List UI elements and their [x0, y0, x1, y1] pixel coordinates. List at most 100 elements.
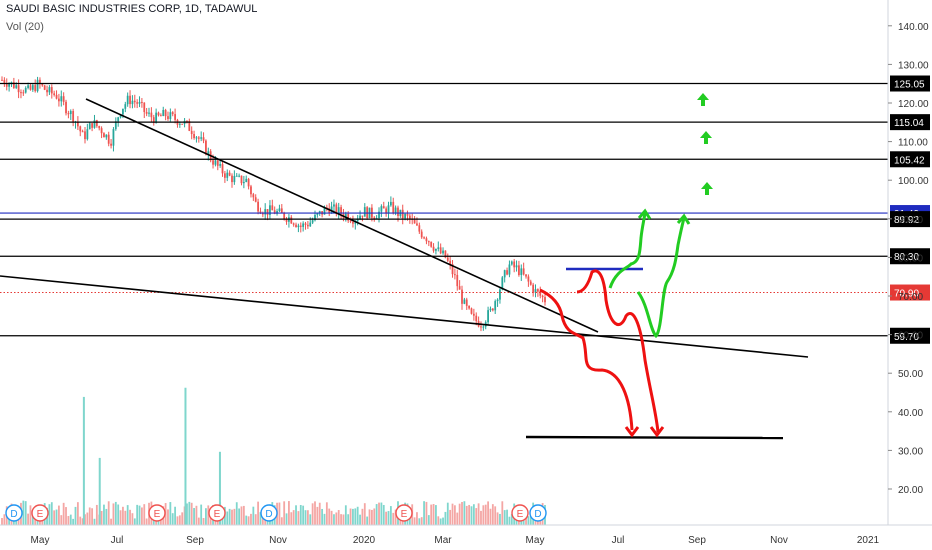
candle-body	[1, 79, 3, 81]
dividend-marker[interactable]	[5, 504, 23, 522]
volume-bar	[487, 501, 489, 525]
candle-body	[67, 113, 70, 115]
volume-indicator-label: Vol (20)	[6, 21, 44, 33]
volume-bar	[27, 513, 29, 525]
volume-bar	[394, 509, 397, 525]
volume-bar	[193, 508, 195, 525]
volume-bar	[58, 505, 60, 525]
candle-body	[254, 197, 257, 202]
volume-bar	[470, 506, 473, 525]
target-support-line[interactable]	[525, 435, 784, 440]
candle-body	[29, 85, 32, 90]
descending-trendline[interactable]	[85, 98, 599, 333]
candle-body	[140, 101, 143, 103]
candle-body	[387, 205, 390, 214]
candle-body	[539, 291, 542, 296]
volume-bar	[133, 518, 136, 525]
time-tick-label: Nov	[269, 535, 287, 546]
candle-body	[352, 221, 354, 224]
time-tick-label: Nov	[770, 535, 788, 546]
candle-body	[242, 181, 245, 184]
candle-body	[401, 209, 404, 219]
price-tick-label: 80.00	[898, 253, 923, 264]
candle-body	[449, 260, 452, 265]
volume-bar	[318, 502, 321, 525]
candle-body	[240, 175, 243, 184]
volume-bar	[371, 509, 373, 525]
candle-body	[416, 223, 418, 226]
volume-bar	[423, 501, 425, 525]
up-arrowhead-icon	[676, 213, 691, 225]
candle-body	[190, 130, 193, 135]
price-level-label: 59.70	[894, 332, 919, 343]
volume-bar	[119, 510, 122, 525]
candle-body	[150, 112, 153, 118]
volume-bar	[235, 502, 238, 525]
candle-body	[442, 250, 444, 254]
volume-bar	[93, 518, 96, 525]
volume-bar	[416, 512, 418, 525]
volume-bar	[292, 510, 295, 525]
candle-body	[311, 220, 314, 223]
dividend-marker[interactable]	[260, 504, 278, 522]
volume-bar	[501, 501, 504, 525]
candle-body	[212, 160, 214, 165]
earnings-marker[interactable]	[31, 504, 49, 522]
candle-body	[465, 299, 468, 306]
dividend-marker[interactable]	[529, 504, 547, 522]
candle-body	[475, 315, 478, 322]
up-arrow-icon	[701, 182, 713, 195]
candle-body	[314, 214, 316, 221]
earnings-marker[interactable]	[395, 504, 413, 522]
volume-bar	[477, 503, 480, 525]
volume-bar	[375, 504, 378, 525]
volume-bar	[138, 505, 141, 525]
price-level-badge	[890, 151, 930, 168]
time-tick-label: Sep	[688, 535, 706, 546]
volume-bar	[169, 502, 172, 525]
candle-body	[520, 268, 523, 276]
volume-bar	[285, 513, 288, 525]
price-level-badge	[890, 248, 930, 265]
earnings-marker[interactable]	[208, 504, 226, 522]
candle-body	[503, 270, 506, 278]
volume-bar	[112, 503, 115, 525]
candle-body	[373, 217, 376, 219]
candle-body	[515, 265, 518, 268]
candle-body	[446, 257, 449, 261]
candle-body	[425, 238, 428, 242]
candle-body	[427, 241, 430, 243]
candle-body	[174, 114, 176, 120]
candle-body	[107, 134, 110, 144]
volume-bar	[81, 518, 84, 525]
event-marker-label: E	[517, 509, 524, 520]
candle-body	[17, 85, 20, 93]
lower-wedge-trendline[interactable]	[0, 275, 809, 358]
candle-body	[482, 326, 485, 328]
volume-bar	[65, 507, 67, 525]
earnings-marker[interactable]	[148, 504, 166, 522]
volume-bar	[100, 510, 103, 525]
volume-bar	[62, 502, 65, 525]
candle-body	[544, 297, 546, 303]
candle-body	[155, 112, 158, 123]
volume-bar	[188, 501, 191, 525]
candle-body	[283, 212, 286, 219]
volume-bar	[131, 513, 134, 525]
volume-bar	[378, 502, 380, 525]
candle-body	[534, 289, 537, 293]
volume-bar	[465, 505, 468, 525]
candle-body	[27, 85, 29, 88]
candle-body	[404, 214, 407, 219]
candle-body	[22, 92, 25, 94]
candle-body	[510, 261, 513, 265]
volume-bar	[335, 512, 338, 525]
candle-body	[76, 121, 79, 127]
volume-bar	[231, 509, 233, 525]
earnings-marker[interactable]	[511, 504, 529, 522]
candle-body	[271, 205, 274, 211]
price-level-badge	[890, 284, 930, 301]
price-tick-label: 50.00	[898, 369, 923, 380]
volume-bar	[382, 504, 385, 525]
